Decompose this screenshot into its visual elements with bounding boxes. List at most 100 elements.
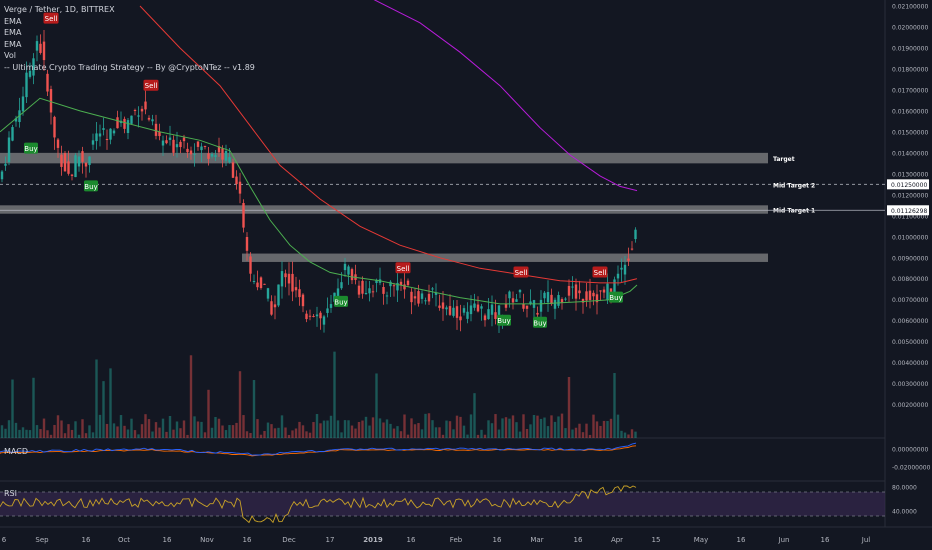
candle bbox=[46, 73, 49, 92]
price-tick-label: 0.00500000 bbox=[892, 339, 928, 346]
candle bbox=[448, 306, 452, 315]
volume-bar bbox=[207, 389, 210, 438]
price-tick-label: 0.01300000 bbox=[892, 171, 928, 178]
price-tick-label: 0.00800000 bbox=[892, 276, 928, 283]
candle bbox=[32, 58, 35, 76]
candle bbox=[294, 287, 298, 291]
volume-bar bbox=[105, 423, 109, 438]
buy-signal bbox=[533, 316, 547, 328]
price-tick-label: 0.00900000 bbox=[892, 255, 928, 262]
price-tick-label: 0.01000000 bbox=[892, 234, 928, 241]
volume-legend[interactable]: Vol bbox=[4, 51, 16, 60]
candle bbox=[161, 140, 165, 146]
buy-signal-label: Buy bbox=[497, 317, 510, 325]
time-tick-label: 16 bbox=[82, 536, 91, 544]
volume-bar bbox=[448, 421, 452, 438]
candle bbox=[616, 273, 620, 279]
volume-bar bbox=[602, 420, 606, 438]
volume-bar bbox=[147, 419, 151, 438]
volume-bar bbox=[455, 415, 459, 438]
candle bbox=[266, 288, 270, 299]
volume-bar bbox=[567, 376, 571, 438]
sell-signal bbox=[43, 12, 59, 24]
candle bbox=[329, 304, 333, 308]
candle bbox=[280, 271, 284, 287]
candle bbox=[392, 285, 396, 287]
volume-bar bbox=[462, 425, 466, 438]
price-tag bbox=[887, 205, 929, 216]
candle bbox=[483, 315, 487, 321]
rsi-tick-label: 80.0000 bbox=[892, 485, 917, 492]
price-tick-label: 0.02100000 bbox=[892, 4, 928, 11]
volume-bar bbox=[259, 434, 263, 438]
sell-signal-label: Sell bbox=[145, 82, 158, 90]
candle bbox=[147, 117, 151, 120]
volume-bar bbox=[231, 425, 235, 438]
candle bbox=[434, 292, 438, 295]
volume-bar bbox=[11, 379, 14, 438]
volume-bar bbox=[294, 428, 298, 438]
volume-bar bbox=[196, 421, 200, 438]
candle bbox=[95, 133, 98, 142]
macd-pane-label[interactable]: MACD bbox=[4, 447, 28, 456]
volume-bar bbox=[315, 414, 319, 438]
rsi-pane-label[interactable]: RSI bbox=[4, 489, 17, 498]
volume-bar bbox=[417, 423, 420, 438]
ema-legend-2[interactable]: EMA bbox=[4, 28, 22, 37]
volume-bar bbox=[375, 373, 378, 438]
volume-bar bbox=[301, 425, 305, 438]
volume-bar bbox=[56, 415, 60, 438]
volume-bar bbox=[140, 424, 144, 438]
ema-slow-line bbox=[373, 0, 638, 192]
volume-bar bbox=[0, 425, 4, 438]
strategy-legend[interactable]: -- Ultimate Crypto Trading Strategy -- B… bbox=[4, 62, 255, 72]
volume-bar bbox=[46, 430, 49, 438]
ema-legend-3[interactable]: EMA bbox=[4, 39, 22, 49]
candle bbox=[21, 96, 25, 112]
volume-bar bbox=[214, 417, 217, 438]
volume-bar bbox=[532, 414, 536, 438]
candle bbox=[487, 309, 490, 320]
volume-bar bbox=[441, 434, 445, 438]
volume-bar bbox=[438, 427, 441, 438]
volume-bar bbox=[217, 418, 221, 438]
volume-bar bbox=[312, 422, 315, 438]
volume-bar bbox=[291, 430, 294, 438]
candle bbox=[396, 282, 399, 291]
volume-bar bbox=[252, 380, 256, 438]
volume-bar bbox=[172, 429, 175, 438]
candle bbox=[518, 289, 522, 293]
volume-bar bbox=[210, 427, 214, 438]
candle bbox=[81, 151, 84, 162]
candle bbox=[357, 285, 361, 295]
volume-bar bbox=[501, 418, 504, 438]
volume-bar bbox=[410, 418, 413, 438]
symbol-title[interactable]: Verge / Tether, 1D, BITTREX bbox=[4, 5, 115, 14]
candle bbox=[525, 305, 529, 309]
volume-bar bbox=[154, 422, 158, 438]
candle bbox=[126, 120, 130, 133]
candle bbox=[546, 292, 550, 303]
candle bbox=[214, 155, 217, 158]
candle bbox=[217, 146, 221, 153]
candle bbox=[375, 279, 378, 283]
volume-bar bbox=[406, 434, 410, 438]
candle bbox=[427, 293, 431, 302]
ema-legend-1[interactable]: EMA bbox=[4, 16, 22, 26]
volume-bar bbox=[81, 419, 84, 438]
volume-bar bbox=[32, 377, 35, 438]
candle bbox=[410, 291, 413, 303]
volume-bar bbox=[403, 414, 406, 438]
time-tick-label: 6 bbox=[2, 536, 7, 544]
volume-bar bbox=[60, 420, 63, 438]
volume-bar bbox=[298, 421, 301, 438]
candle bbox=[175, 144, 179, 148]
candle bbox=[140, 108, 144, 112]
buy-signal bbox=[609, 291, 623, 303]
volume-bar bbox=[364, 416, 368, 438]
volume-bar bbox=[14, 422, 18, 438]
volume-bar bbox=[543, 417, 546, 438]
candle bbox=[438, 305, 441, 308]
candle bbox=[105, 138, 109, 141]
